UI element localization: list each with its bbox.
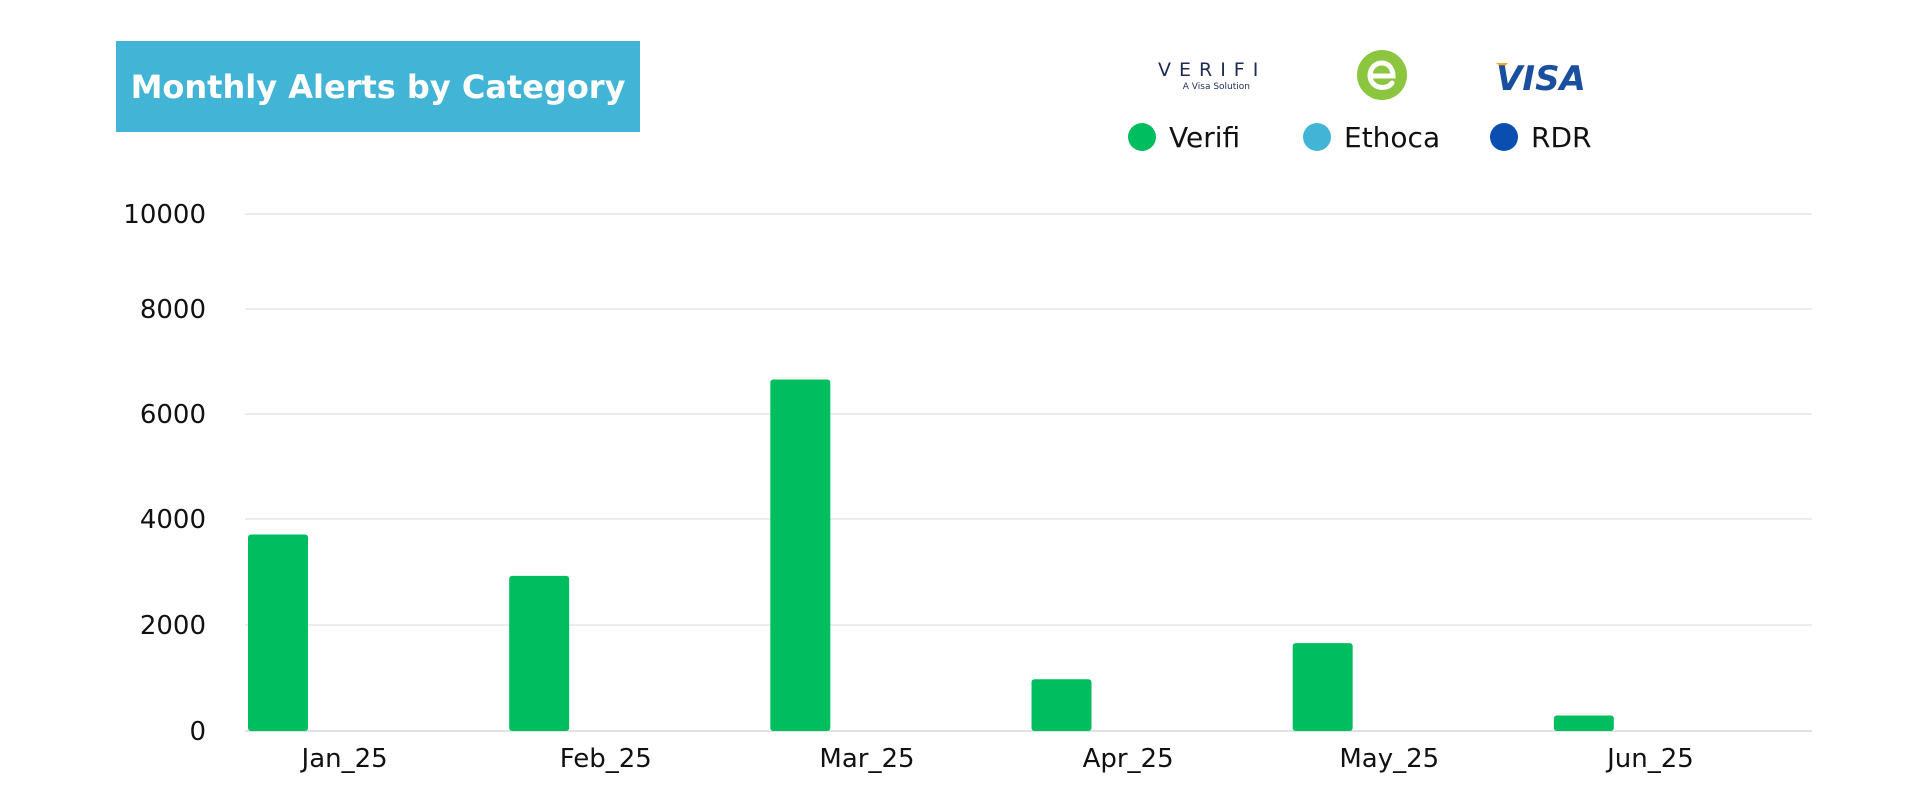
y-tick-label: 6000 [140,400,206,430]
y-tick-label: 10000 [123,200,206,230]
verifi-logo: VERIFI A Visa Solution [1158,58,1267,98]
bar-verifi [1553,715,1614,731]
x-tick-label: Mar_25 [819,744,914,774]
chart-title-banner: Monthly Alerts by Category [116,41,640,132]
visa-logo-word: VISA [1496,59,1586,97]
legend-dot-rdr [1490,123,1518,151]
x-tick-label: Feb_25 [560,744,652,774]
legend-item-rdr: RDR [1490,120,1591,154]
x-tick-label: May_25 [1339,744,1439,774]
legend-dot-verifi [1128,123,1156,151]
bar-verifi [248,534,308,731]
legend-label-rdr: RDR [1531,120,1592,154]
legend-label-ethoca: Ethoca [1344,120,1441,154]
y-tick-label: 0 [189,717,206,747]
y-tick-label: 2000 [140,611,206,641]
visa-logo-graphic: VISA [1496,59,1586,99]
y-tick-label: 4000 [140,505,206,535]
legend-item-verifi: Verifi [1128,120,1240,154]
x-tick-label: Apr_25 [1083,744,1174,774]
bar-verifi [1292,643,1353,731]
legend-item-ethoca: Ethoca [1303,120,1440,154]
x-tick-label: Jan_25 [300,744,388,774]
visa-logo: VISA [1494,57,1588,99]
ethoca-logo-graphic [1357,50,1407,100]
legend-label-verifi: Verifi [1169,120,1241,154]
bar-verifi [1031,679,1092,731]
ethoca-logo [1356,49,1408,101]
x-tick-label: Jun_25 [1605,744,1694,774]
y-tick-label: 8000 [140,295,206,325]
chart-title: Monthly Alerts by Category [130,67,626,106]
bar-verifi [509,575,570,731]
bar-verifi [770,379,831,731]
legend-dot-ethoca [1303,123,1331,151]
verifi-logo-word: VERIFI [1158,59,1267,81]
verifi-logo-tagline: A Visa Solution [1182,82,1250,92]
